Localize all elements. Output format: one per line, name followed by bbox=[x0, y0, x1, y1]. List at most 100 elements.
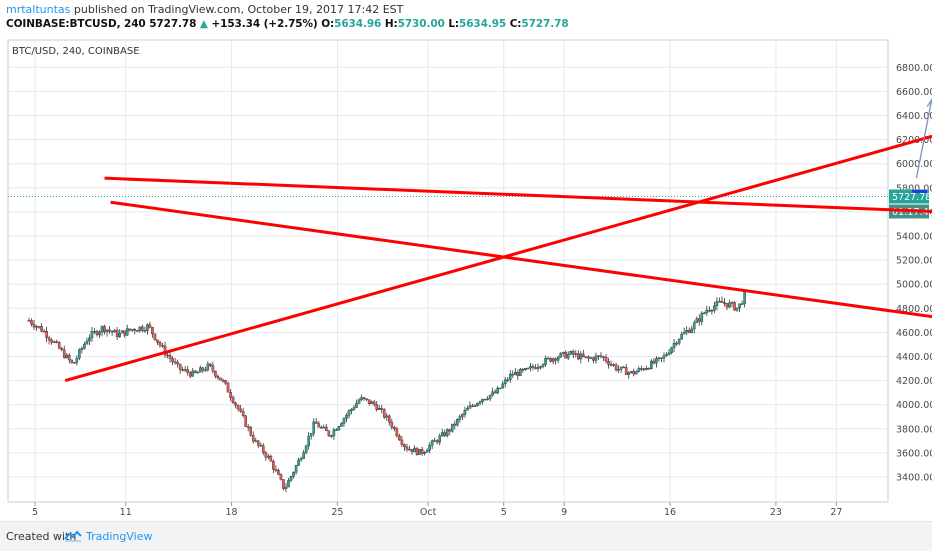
candle-body bbox=[292, 472, 294, 476]
candle-body bbox=[270, 456, 272, 461]
candle-body bbox=[660, 358, 662, 359]
candle-body bbox=[713, 306, 715, 311]
candle-body bbox=[728, 303, 730, 307]
candle-body bbox=[426, 450, 428, 452]
candle-body bbox=[706, 310, 708, 313]
candle-body bbox=[650, 361, 652, 369]
candle-body bbox=[252, 435, 254, 441]
candle-body bbox=[529, 366, 531, 368]
candle-body bbox=[368, 400, 370, 404]
candle-body bbox=[305, 446, 307, 453]
candle-body bbox=[479, 402, 481, 404]
candle-body bbox=[716, 301, 718, 306]
candle-body bbox=[33, 324, 35, 327]
candle-body bbox=[262, 446, 264, 453]
y-tick-label: 5400.00 bbox=[896, 232, 932, 243]
candle-body bbox=[38, 326, 40, 327]
y-tick-label: 3800.00 bbox=[896, 424, 932, 435]
candle-body bbox=[502, 384, 504, 388]
candle-body bbox=[78, 350, 80, 358]
candle-body bbox=[308, 436, 310, 446]
candle-body bbox=[517, 372, 519, 376]
tradingview-link[interactable]: TradingView bbox=[86, 530, 152, 543]
candle-body bbox=[444, 433, 446, 436]
candle-body bbox=[313, 422, 315, 434]
price-chart[interactable]: 3400.003600.003800.004000.004200.004400.… bbox=[0, 0, 932, 521]
candle-body bbox=[224, 380, 226, 383]
candle-body bbox=[98, 332, 100, 335]
candle-body bbox=[275, 469, 277, 470]
candle-body bbox=[486, 399, 488, 400]
candle-body bbox=[663, 356, 665, 359]
candle-body bbox=[83, 344, 85, 348]
candle-body bbox=[91, 331, 93, 338]
candle-body bbox=[597, 356, 599, 357]
candle-body bbox=[623, 367, 625, 368]
chart-title: BTC/USD, 240, COINBASE bbox=[12, 46, 140, 57]
candle-body bbox=[655, 358, 657, 363]
candle-body bbox=[436, 441, 438, 443]
candle-body bbox=[696, 319, 698, 323]
candle-body bbox=[701, 313, 703, 321]
candle-body bbox=[260, 445, 262, 446]
candle-body bbox=[675, 343, 677, 344]
candle-body bbox=[68, 355, 70, 360]
candle-body bbox=[703, 313, 705, 314]
candle-body bbox=[683, 332, 685, 334]
candle-body bbox=[315, 422, 317, 424]
tradingview-logo-icon[interactable] bbox=[64, 530, 82, 542]
candle-body bbox=[310, 433, 312, 436]
candle-body bbox=[179, 364, 181, 370]
candle-body bbox=[144, 330, 146, 331]
candle-body bbox=[363, 397, 365, 398]
candle-body bbox=[555, 359, 557, 361]
candle-body bbox=[187, 369, 189, 372]
candle-body bbox=[320, 427, 322, 428]
candle-body bbox=[212, 366, 214, 372]
candle-body bbox=[166, 355, 168, 356]
candle-body bbox=[255, 441, 257, 442]
candle-body bbox=[459, 417, 461, 420]
candle-body bbox=[272, 461, 274, 469]
y-tick-label: 4000.00 bbox=[896, 400, 932, 411]
candle-body bbox=[693, 323, 695, 329]
candle-body bbox=[434, 441, 436, 442]
candle-body bbox=[222, 380, 224, 381]
candle-body bbox=[189, 373, 191, 377]
candle-body bbox=[678, 339, 680, 343]
candle-body bbox=[509, 374, 511, 380]
candle-body bbox=[401, 440, 403, 445]
candle-body bbox=[149, 325, 151, 327]
candle-body bbox=[61, 348, 63, 349]
candle-body bbox=[658, 358, 660, 359]
candle-body bbox=[323, 427, 325, 428]
candle-body bbox=[640, 368, 642, 369]
candle-body bbox=[542, 365, 544, 367]
y-tick-label: 6600.00 bbox=[896, 87, 932, 98]
candle-body bbox=[103, 326, 105, 331]
candle-body bbox=[111, 331, 113, 332]
candle-body bbox=[625, 367, 627, 374]
y-tick-label: 4200.00 bbox=[896, 376, 932, 387]
candle-body bbox=[217, 376, 219, 378]
candle-body bbox=[592, 358, 594, 361]
candle-body bbox=[250, 427, 252, 435]
candle-body bbox=[600, 356, 602, 357]
candle-body bbox=[721, 301, 723, 302]
candle-body bbox=[635, 372, 637, 375]
candle-body bbox=[119, 333, 121, 337]
candle-body bbox=[514, 372, 516, 375]
candle-body bbox=[257, 441, 259, 445]
candle-body bbox=[539, 367, 541, 368]
candle-body bbox=[665, 355, 667, 356]
candle-body bbox=[146, 325, 148, 331]
candle-body bbox=[731, 302, 733, 303]
candle-body bbox=[476, 403, 478, 406]
candle-body bbox=[126, 329, 128, 335]
x-tick-label: 5 bbox=[501, 507, 507, 518]
candle-body bbox=[237, 405, 239, 409]
candle-body bbox=[544, 358, 546, 364]
candle-body bbox=[418, 449, 420, 454]
candle-body bbox=[285, 487, 287, 489]
candle-body bbox=[575, 354, 577, 355]
